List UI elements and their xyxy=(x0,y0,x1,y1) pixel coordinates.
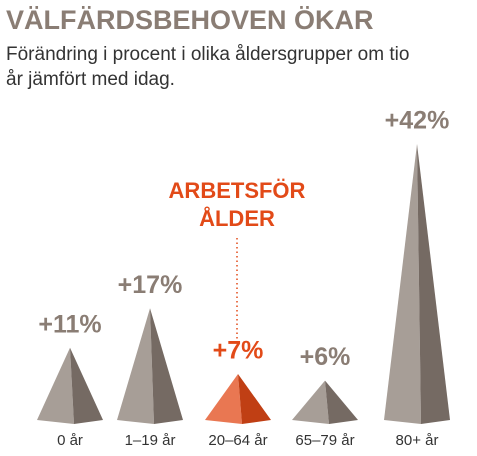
pyramid-right-face xyxy=(325,380,358,424)
value-label: +7% xyxy=(213,337,264,365)
pyramid-left-face xyxy=(292,380,329,424)
category-label: 1–19 år xyxy=(125,432,176,449)
subtitle: Förändring i procent i olika åldersgrupp… xyxy=(6,44,409,65)
pyramid-right-face xyxy=(70,347,103,424)
value-label: +6% xyxy=(300,343,351,371)
pyramid xyxy=(384,144,450,424)
chart-title: VÄLFÄRDSBEHOVEN ÖKAR xyxy=(6,5,374,35)
category-label: 20–64 år xyxy=(208,432,267,449)
pyramid xyxy=(117,308,183,424)
pyramid xyxy=(37,347,103,424)
pyramid-right-face xyxy=(417,144,450,424)
pyramid-left-face xyxy=(205,374,242,424)
pyramid-right-face xyxy=(238,374,271,424)
category-label: 0 år xyxy=(57,432,83,449)
value-label: +42% xyxy=(385,107,450,135)
category-label: 80+ år xyxy=(396,432,439,449)
pyramid xyxy=(205,374,271,424)
annotation: ARBETSFÖR xyxy=(169,178,306,203)
pyramid-right-face xyxy=(150,308,183,424)
subtitle: år jämfört med idag. xyxy=(6,69,175,90)
pyramid-left-face xyxy=(384,144,421,424)
pyramid-left-face xyxy=(117,308,154,424)
pyramid xyxy=(292,380,358,424)
annotation: ÅLDER xyxy=(199,205,275,231)
pyramid-left-face xyxy=(37,347,74,424)
category-label: 65–79 år xyxy=(295,432,354,449)
value-label: +17% xyxy=(118,271,183,299)
value-label: +11% xyxy=(38,310,101,338)
